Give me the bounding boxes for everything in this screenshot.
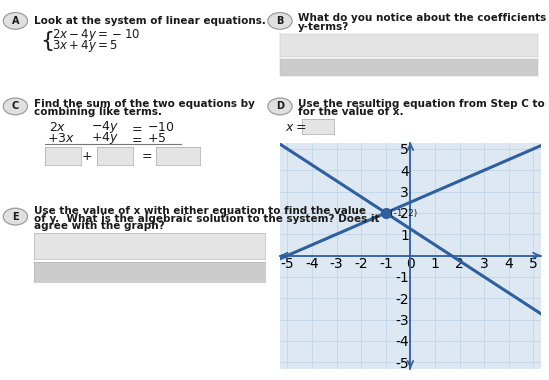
Text: $-10$: $-10$ — [147, 121, 175, 134]
Text: +: + — [82, 150, 93, 163]
Text: of y.  What is the algebraic solution to the system? Does it: of y. What is the algebraic solution to … — [34, 214, 379, 223]
Text: $+4y$: $+4y$ — [91, 130, 119, 146]
Text: $\{$: $\{$ — [40, 28, 53, 53]
Text: D: D — [276, 101, 284, 111]
Text: combining like terms.: combining like terms. — [34, 107, 162, 117]
Text: A: A — [12, 16, 19, 26]
Text: C: C — [12, 101, 19, 111]
Text: (-1, 2): (-1, 2) — [390, 209, 417, 218]
Text: E: E — [12, 212, 19, 222]
Text: Look at the system of linear equations.: Look at the system of linear equations. — [34, 16, 266, 26]
Text: $3x + 4y = 5$: $3x + 4y = 5$ — [52, 38, 118, 54]
Text: y-terms?: y-terms? — [298, 22, 349, 32]
Text: $=$: $=$ — [129, 121, 143, 134]
Text: $+5$: $+5$ — [147, 132, 166, 145]
Text: Find the sum of the two equations by: Find the sum of the two equations by — [34, 99, 255, 109]
Text: for the value of x.: for the value of x. — [298, 107, 403, 117]
Text: Use the resulting equation from Step C to solve: Use the resulting equation from Step C t… — [298, 99, 549, 109]
Text: $=$: $=$ — [129, 132, 143, 145]
Text: $2x - 4y = -10$: $2x - 4y = -10$ — [52, 27, 141, 43]
Text: agree with the graph?: agree with the graph? — [34, 221, 165, 231]
Text: =: = — [141, 150, 152, 163]
Text: What do you notice about the coefficients of the: What do you notice about the coefficient… — [298, 13, 549, 23]
Text: $-4y$: $-4y$ — [91, 119, 119, 135]
Text: B: B — [276, 16, 284, 26]
Text: $+3x$: $+3x$ — [47, 132, 75, 145]
Text: $2x$: $2x$ — [49, 121, 67, 134]
Text: $x =$: $x =$ — [285, 121, 307, 134]
Text: Use the value of x with either equation to find the value: Use the value of x with either equation … — [34, 206, 366, 216]
